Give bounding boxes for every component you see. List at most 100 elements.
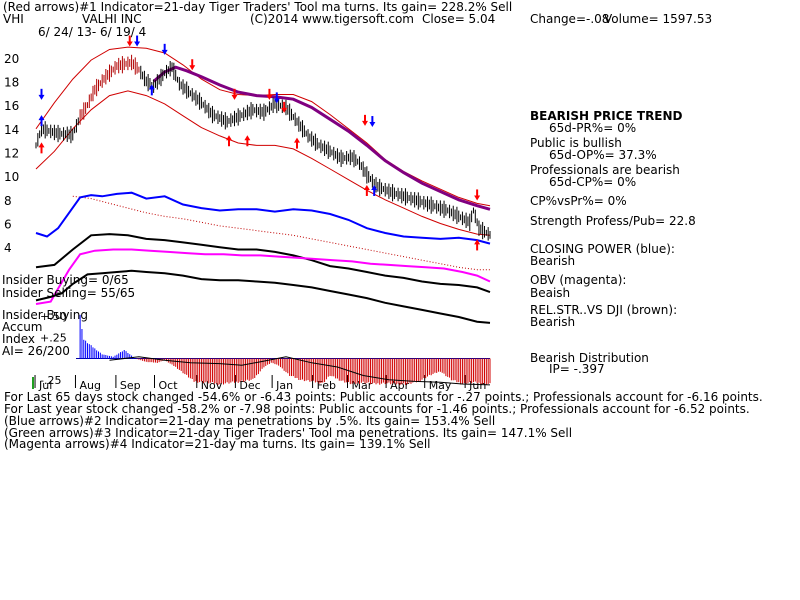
red-up-arrow xyxy=(225,135,232,147)
red-down-arrow xyxy=(266,88,273,100)
arrow-head xyxy=(474,239,481,245)
arrow-head xyxy=(266,94,273,100)
signal-arrows xyxy=(38,35,481,251)
blue-down-arrow xyxy=(161,43,168,55)
pr-value: 65d-PR%= 0% xyxy=(549,121,637,135)
arrow-head xyxy=(369,122,376,128)
blue-up-arrow xyxy=(38,115,45,127)
insider-buying: Insider Buying= 0/65 xyxy=(2,273,129,287)
red-down-arrow xyxy=(189,59,196,71)
red-down-arrow xyxy=(231,88,238,100)
arrow-head xyxy=(134,41,141,47)
accumulation-index xyxy=(79,314,491,386)
price-tick-label: 10 xyxy=(4,170,19,184)
price-tick-label: 18 xyxy=(4,75,19,89)
purple-ma-line xyxy=(152,65,491,211)
cp-vs-pr: CP%vsPr%= 0% xyxy=(530,194,627,208)
arrow-head xyxy=(189,65,196,71)
price-axis: 20 18 16 14 12 10 8 6 4 xyxy=(4,52,19,255)
month-tick-label: Jul xyxy=(38,379,52,392)
month-tick-label: Oct xyxy=(159,379,179,392)
accum-tick-label: +.25 xyxy=(40,331,67,344)
month-tick-label: Mar xyxy=(351,379,372,392)
month-tick-label: Nov xyxy=(201,379,223,392)
footer-line: For Last 65 days stock changed -54.6% or… xyxy=(4,390,763,404)
copyright: (C)2014 www.tigersoft.com xyxy=(250,12,414,26)
red-down-arrow xyxy=(126,35,133,47)
month-axis: Jul Aug Sep Oct Nov Dec Jan Feb Mar Apr May Jun xyxy=(32,375,486,392)
price-tick-label: 12 xyxy=(4,146,19,160)
red-down-arrow xyxy=(281,101,288,113)
accum-tick-label: -.25 xyxy=(40,374,61,387)
arrow-head xyxy=(161,49,168,55)
relative-strength-line xyxy=(35,269,491,324)
relstr-title: REL.STR..VS DJI (brown): xyxy=(530,303,678,317)
month-tick-label: Aug xyxy=(79,379,100,392)
arrow-head xyxy=(225,135,232,141)
footer-line: For Last year stock changed -58.2% or -7… xyxy=(4,402,750,416)
price-tick-label: 8 xyxy=(4,194,12,208)
arrow-head xyxy=(244,135,251,141)
red-up-arrow xyxy=(38,142,45,154)
red-up-arrow xyxy=(294,137,301,149)
price-tick-label: 20 xyxy=(4,52,19,66)
red-down-arrow xyxy=(362,114,369,126)
public-label: Public is bullish xyxy=(530,136,622,150)
accum-tick-label: +.50 xyxy=(40,310,67,323)
blue-up-arrow xyxy=(371,184,378,196)
volume-value: Volume= 1597.53 xyxy=(604,12,713,26)
month-tick-label: Apr xyxy=(390,379,410,392)
closing-power-line xyxy=(35,191,491,245)
distribution-title: Bearish Distribution xyxy=(530,351,649,365)
ticker-symbol: VHI xyxy=(3,12,24,26)
arrow-head xyxy=(371,184,378,190)
footer-line: (Green arrows)#3 Indicator=21-day Tiger … xyxy=(4,426,573,440)
ip-value: IP= -.397 xyxy=(549,362,605,376)
arrow-head xyxy=(38,115,45,121)
price-tick-label: 16 xyxy=(4,99,19,113)
arrow-head xyxy=(126,41,133,47)
arrow-head xyxy=(363,184,370,190)
relstr-value: Bearish xyxy=(530,315,576,329)
footer-line: (Blue arrows)#2 Indicator=21-day ma pene… xyxy=(4,414,496,428)
accum-axis: +.50 +.25 -.25 xyxy=(40,310,490,387)
price-trend-label: BEARISH PRICE TREND xyxy=(530,109,683,123)
arrow-head xyxy=(273,98,280,104)
lower-band xyxy=(35,90,491,236)
date-range: 6/ 24/ 13- 6/ 19/ 4 xyxy=(38,25,147,39)
closing-power-title: CLOSING POWER (blue): xyxy=(530,242,675,256)
blue-down-arrow xyxy=(273,92,280,104)
month-tick-label: Sep xyxy=(120,379,141,392)
header-indicator-line: (Red arrows)#1 Indicator=21-day Tiger Tr… xyxy=(3,0,513,14)
insider-selling: Insider Selling= 55/65 xyxy=(2,286,136,300)
blue-down-arrow xyxy=(38,88,45,100)
cp-value: 65d-CP%= 0% xyxy=(549,175,637,189)
blue-down-arrow xyxy=(369,116,376,128)
arrow-head xyxy=(362,120,369,126)
red-up-arrow xyxy=(244,135,251,147)
accum-label: Accum xyxy=(2,320,43,334)
price-tick-label: 4 xyxy=(4,241,12,255)
footer-line: (Magenta arrows)#4 Indicator=21-day ma t… xyxy=(4,437,431,451)
company-name: VALHI INC xyxy=(82,12,142,26)
arrow-head xyxy=(281,107,288,113)
price-tick-label: 6 xyxy=(4,217,12,231)
month-tick-label: Feb xyxy=(317,379,336,392)
month-tick-label: Jan xyxy=(275,379,293,392)
red-up-arrow xyxy=(363,184,370,196)
blue-down-arrow xyxy=(134,35,141,47)
obv-title: OBV (magenta): xyxy=(530,273,627,287)
index-label: Index xyxy=(2,332,36,346)
op-value: 65d-OP%= 37.3% xyxy=(549,148,657,162)
obv-value: Beaish xyxy=(530,286,571,300)
indicator-lines xyxy=(35,65,491,324)
month-tick-label: Jun xyxy=(468,379,486,392)
arrow-head xyxy=(474,195,481,201)
month-tick-label: Dec xyxy=(239,379,260,392)
insider-buying-2: Insider Buying xyxy=(2,308,88,322)
red-down-arrow xyxy=(474,189,481,201)
price-bars xyxy=(35,54,491,241)
arrow-head xyxy=(148,84,155,90)
price-tick-label: 14 xyxy=(4,123,19,137)
